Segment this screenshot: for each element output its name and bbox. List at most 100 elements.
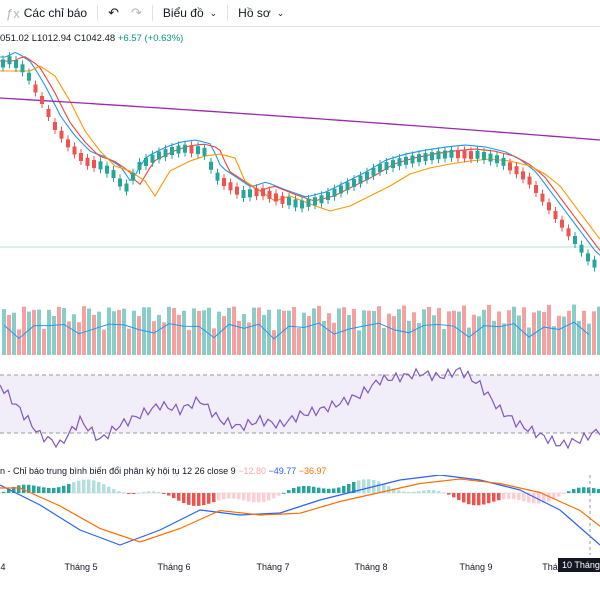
candle (313, 197, 317, 206)
macd-histogram-bar (562, 493, 566, 494)
candle (157, 151, 161, 160)
macd-signal-value: −36.97 (298, 466, 327, 476)
candle (423, 153, 428, 162)
candle (98, 161, 103, 170)
macd-histogram-bar (32, 485, 36, 493)
price-chart[interactable] (0, 40, 600, 340)
volume-bar (547, 304, 551, 355)
volume-bar (262, 314, 266, 355)
volume-bar (172, 308, 176, 355)
volume-bar (577, 320, 581, 355)
chart-type-button[interactable]: Biểu đồ ⌄ (157, 0, 223, 26)
volume-bar (427, 306, 431, 355)
profile-label: Hồ sơ (238, 6, 271, 20)
volume-bar (297, 328, 301, 355)
macd-histogram-bar (452, 493, 456, 498)
macd-histogram-bar (492, 493, 496, 502)
macd-histogram-bar (172, 493, 176, 499)
candle (248, 189, 252, 198)
macd-histogram-bar (12, 486, 16, 493)
candle (261, 188, 265, 197)
volume-bar (57, 306, 61, 355)
volume-bar (277, 309, 281, 355)
candle (202, 147, 207, 156)
undo-button[interactable]: ↶ (102, 0, 125, 26)
macd-histogram-bar (357, 480, 361, 493)
indicators-button[interactable]: ƒx Các chỉ báo (0, 0, 93, 26)
candle (46, 109, 51, 117)
volume-bar (247, 322, 251, 355)
candle (215, 172, 220, 181)
macd-histogram-bar (482, 493, 486, 505)
candle (326, 192, 330, 200)
macd-histogram-bar (427, 490, 431, 493)
volume-bar (37, 309, 41, 355)
volume-bar (167, 306, 171, 355)
volume-bar (82, 306, 86, 355)
rsi-chart[interactable] (0, 365, 600, 460)
macd-histogram-bar (442, 492, 446, 494)
candle (274, 193, 278, 202)
volume-bar (462, 305, 466, 355)
volume-bar (197, 310, 201, 355)
macd-histogram-bar (377, 481, 381, 493)
macd-histogram-bar (222, 493, 226, 500)
volume-bar (512, 306, 516, 355)
volume-bar (352, 308, 356, 355)
volume-bar (27, 311, 31, 355)
macd-histogram-bar (432, 490, 436, 493)
volume-bar (202, 310, 206, 355)
volume-bar (32, 309, 36, 355)
macd-histogram-bar (332, 488, 336, 493)
volume-bar (122, 308, 126, 355)
macd-histogram-bar (547, 493, 551, 502)
volume-bar (187, 329, 191, 355)
macd-histogram-bar (437, 490, 441, 493)
time-label: Tháng 7 (256, 562, 290, 572)
macd-histogram-bar (312, 486, 316, 493)
volume-bar (337, 308, 341, 355)
macd-histogram-bar (307, 486, 311, 493)
macd-histogram-bar (117, 491, 121, 493)
volume-bar (497, 311, 501, 355)
candle (235, 186, 239, 195)
volume-bar (7, 314, 11, 355)
candle (547, 202, 551, 211)
macd-histogram-bar (237, 493, 241, 500)
ohlc-close: C1042.48 (73, 33, 116, 44)
volume-bar (507, 310, 511, 355)
macd-histogram-bar (402, 491, 406, 493)
profile-button[interactable]: Hồ sơ ⌄ (232, 0, 290, 26)
volume-bar (332, 322, 336, 355)
candle (339, 185, 343, 194)
candle (352, 179, 356, 187)
volume-bar (227, 307, 231, 355)
volume-bar (272, 330, 276, 355)
macd-histogram-bar (252, 493, 256, 503)
volume-bar (367, 310, 371, 355)
volume-bar (542, 312, 546, 355)
macd-histogram-bar (62, 485, 66, 493)
chevron-down-icon: ⌄ (276, 7, 285, 18)
volume-bar (377, 306, 381, 355)
volume-bar (267, 309, 271, 355)
time-label: Tháng 8 (354, 562, 388, 572)
candle (59, 130, 64, 139)
macd-histogram-bar (342, 485, 346, 493)
macd-histogram-bar (247, 493, 251, 502)
candle (456, 150, 460, 159)
rsi-line (0, 366, 600, 450)
macd-histogram-bar (362, 479, 366, 493)
macd-histogram-bar (17, 485, 21, 493)
volume-bar (237, 321, 241, 355)
macd-chart[interactable] (0, 475, 600, 555)
volume-bar (442, 328, 446, 355)
candle (53, 122, 57, 130)
redo-button[interactable]: ↷ (125, 0, 148, 26)
volume-bar (572, 304, 576, 355)
volume-bar (322, 320, 326, 355)
macd-histogram-bar (202, 493, 206, 506)
candle (462, 150, 467, 159)
macd-title: n - Chỉ báo trung bình biến đổi phân kỳ … (0, 466, 236, 476)
volume-bar (567, 310, 571, 355)
